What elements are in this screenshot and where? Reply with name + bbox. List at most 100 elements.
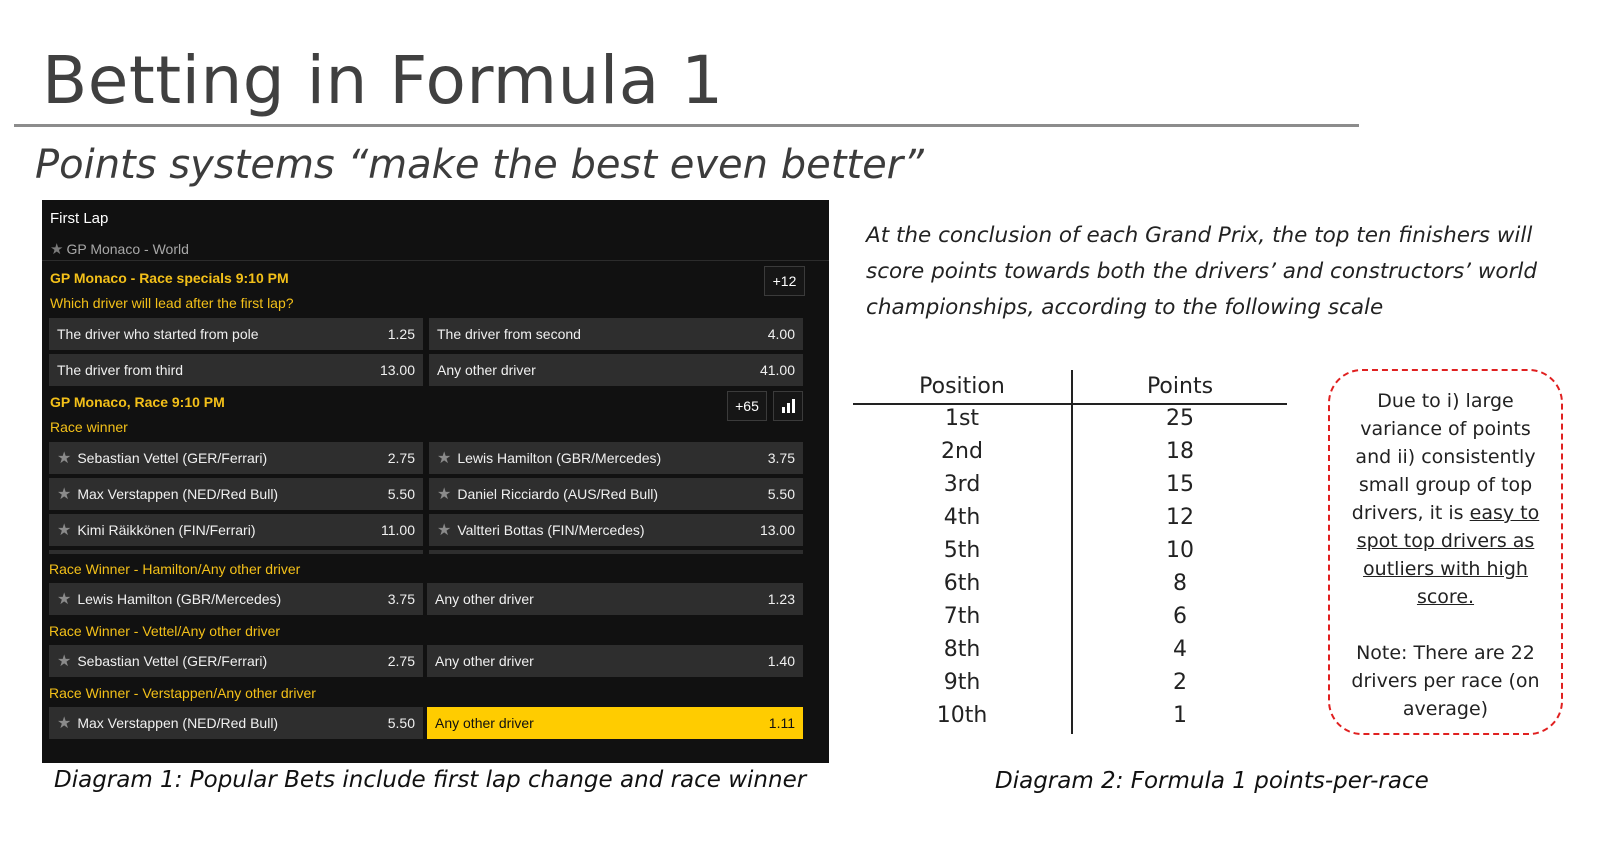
position-cell: 4th	[943, 505, 981, 530]
position-cell: 3rd	[943, 472, 981, 497]
table-row: 5th 10	[853, 538, 1287, 571]
note-text: Due to i) large variance of points and i…	[1351, 390, 1536, 524]
bet-option[interactable]: ★ Kimi Räikkönen (FIN/Ferrari) 11.00	[49, 514, 423, 546]
star-icon[interactable]: ★	[437, 450, 452, 467]
points-cell: 8	[1173, 571, 1187, 596]
bet-option[interactable]: The driver from second 4.00	[429, 318, 803, 350]
bet-odds: 3.75	[767, 450, 795, 466]
bet-option[interactable]: ★ Lewis Hamilton (GBR/Mercedes) 3.75	[429, 442, 803, 474]
diagram-2-caption: Diagram 2: Formula 1 points-per-race	[995, 768, 1429, 794]
bet-odds: 1.23	[767, 591, 795, 607]
star-icon[interactable]: ★	[437, 522, 452, 539]
bet-odds: 41.00	[759, 362, 795, 378]
points-cell: 25	[1166, 406, 1194, 431]
bet-option[interactable]: ★ Sebastian Vettel (GER/Ferrari) 2.75	[49, 645, 423, 677]
points-cell: 4	[1173, 637, 1187, 662]
bet-odds: 13.00	[379, 362, 415, 378]
more-markets-badge[interactable]: +65	[727, 391, 767, 421]
bet-option[interactable]: The driver from third 13.00	[49, 354, 423, 386]
bet-label: The driver who started from pole	[57, 326, 259, 342]
bet-label: Kimi Räikkönen (FIN/Ferrari)	[77, 522, 256, 538]
bet-odds: 11.00	[381, 522, 415, 538]
bet-option[interactable]: ★ Daniel Ricciardo (AUS/Red Bull) 5.50	[429, 478, 803, 510]
bet-odds: 1.25	[387, 326, 415, 342]
table-row: 8th 4	[853, 637, 1287, 670]
position-cell: 1st	[944, 406, 980, 431]
bet-label: Max Verstappen (NED/Red Bull)	[77, 715, 279, 731]
bet-odds: 13.00	[759, 522, 795, 538]
bet-label: Valtteri Bottas (FIN/Mercedes)	[457, 522, 645, 538]
bet-odds: 3.75	[387, 591, 415, 607]
bet-option[interactable]: Any other driver 1.40	[427, 645, 803, 677]
bet-label: Any other driver	[435, 715, 534, 731]
points-cell: 18	[1166, 439, 1194, 464]
scroll-stub	[429, 550, 803, 554]
column-header-position: Position	[919, 374, 1005, 399]
note-emphasis: easy to spot top drivers as outliers wit…	[1356, 502, 1540, 608]
bet-odds: 1.11	[768, 715, 795, 731]
position-cell: 6th	[943, 571, 981, 596]
table-row: 4th 12	[853, 505, 1287, 538]
bet-option-selected[interactable]: Any other driver 1.11	[427, 707, 803, 739]
diagram-1-caption: Diagram 1: Popular Bets include first la…	[54, 767, 807, 793]
bet-odds: 5.50	[387, 486, 415, 502]
bet-odds: 2.75	[387, 653, 415, 669]
star-icon[interactable]: ★	[50, 241, 64, 258]
position-cell: 5th	[943, 538, 981, 563]
table-divider-horizontal	[853, 403, 1287, 405]
star-icon[interactable]: ★	[57, 653, 72, 670]
breadcrumb[interactable]: ★ GP Monaco - World	[50, 240, 189, 258]
table-row: 6th 8	[853, 571, 1287, 604]
market-title: Race Winner - Hamilton/Any other driver	[49, 561, 301, 577]
bet-option[interactable]: ★ Max Verstappen (NED/Red Bull) 5.50	[49, 707, 423, 739]
bet-label: Any other driver	[435, 591, 534, 607]
bet-option[interactable]: ★ Sebastian Vettel (GER/Ferrari) 2.75	[49, 442, 423, 474]
bet-label: The driver from third	[57, 362, 184, 378]
market-question: Race winner	[50, 419, 128, 435]
market-title: GP Monaco - Race specials 9:10 PM	[50, 270, 289, 286]
bet-label: Daniel Ricciardo (AUS/Red Bull)	[457, 486, 659, 502]
position-cell: 2nd	[941, 439, 983, 464]
stats-button[interactable]	[773, 391, 803, 421]
points-cell: 12	[1166, 505, 1194, 530]
table-divider-vertical	[1071, 370, 1073, 734]
points-cell: 6	[1173, 604, 1187, 629]
table-row: 3rd 15	[853, 472, 1287, 505]
scroll-stub	[49, 550, 423, 554]
bet-odds: 4.00	[767, 326, 795, 342]
market-title: Race Winner - Verstappen/Any other drive…	[49, 685, 316, 701]
table-row: 9th 2	[853, 670, 1287, 703]
bet-option[interactable]: ★ Max Verstappen (NED/Red Bull) 5.50	[49, 478, 423, 510]
bet-label: Max Verstappen (NED/Red Bull)	[77, 486, 279, 502]
table-row: 10th 1	[853, 703, 1287, 736]
bet-odds: 2.75	[387, 450, 415, 466]
star-icon[interactable]: ★	[57, 486, 72, 503]
title-underline	[14, 124, 1359, 127]
breadcrumb-label: GP Monaco - World	[66, 241, 189, 257]
panel-header: First Lap	[50, 210, 109, 227]
position-cell: 7th	[943, 604, 981, 629]
note-footnote: Note: There are 22 drivers per race (on …	[1351, 642, 1540, 720]
market-question: Which driver will lead after the first l…	[50, 295, 294, 311]
bet-option[interactable]: The driver who started from pole 1.25	[49, 318, 423, 350]
points-cell: 2	[1173, 670, 1187, 695]
intro-paragraph: At the conclusion of each Grand Prix, th…	[866, 223, 1538, 320]
betting-panel: First Lap ★ GP Monaco - World GP Monaco -…	[42, 200, 829, 763]
star-icon[interactable]: ★	[437, 486, 452, 503]
star-icon[interactable]: ★	[57, 522, 72, 539]
bet-option[interactable]: ★ Valtteri Bottas (FIN/Mercedes) 13.00	[429, 514, 803, 546]
bet-odds: 5.50	[387, 715, 415, 731]
star-icon[interactable]: ★	[57, 450, 72, 467]
bet-odds: 5.50	[767, 486, 795, 502]
bet-option[interactable]: ★ Lewis Hamilton (GBR/Mercedes) 3.75	[49, 583, 423, 615]
bet-odds: 1.40	[767, 653, 795, 669]
star-icon[interactable]: ★	[57, 715, 72, 732]
star-icon[interactable]: ★	[57, 591, 72, 608]
more-markets-badge[interactable]: +12	[764, 266, 805, 296]
bet-option[interactable]: Any other driver 1.23	[427, 583, 803, 615]
bet-option[interactable]: Any other driver 41.00	[429, 354, 803, 386]
bet-label: Lewis Hamilton (GBR/Mercedes)	[77, 591, 282, 607]
column-header-points: Points	[1146, 374, 1214, 399]
bet-label: Lewis Hamilton (GBR/Mercedes)	[457, 450, 662, 466]
points-cell: 1	[1173, 703, 1187, 728]
